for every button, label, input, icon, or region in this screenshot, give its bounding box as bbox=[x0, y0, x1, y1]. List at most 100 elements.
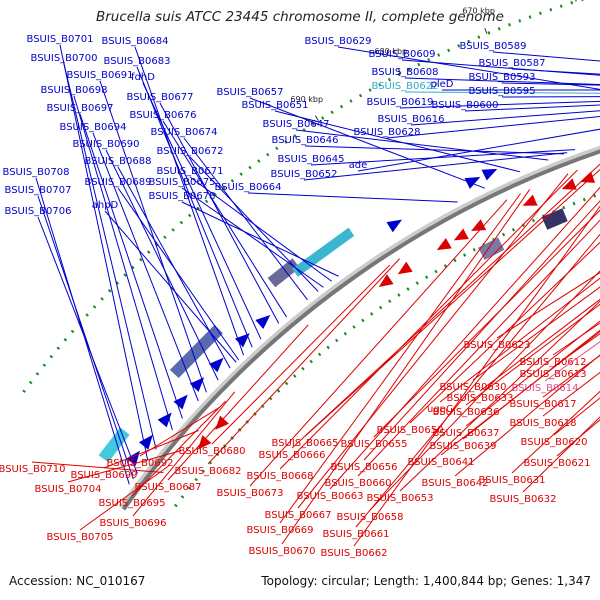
gene-label: BSUIS_B0701 bbox=[27, 34, 94, 45]
gene-connector bbox=[297, 173, 569, 509]
reverse-gene-arrow bbox=[215, 415, 229, 430]
gene-label: BSUIS_B0656 bbox=[331, 462, 398, 473]
gene-label: BSUIS_B0663 bbox=[297, 491, 364, 502]
forward-gene-arrow bbox=[126, 450, 140, 466]
gene-label: BSUIS_B0589 bbox=[460, 41, 527, 52]
gene-label: BSUIS_B0694 bbox=[60, 122, 127, 133]
feature-block bbox=[98, 427, 130, 463]
gene-label: BSUIS_B0623 bbox=[464, 340, 531, 351]
gene-label: BSUIS_B0664 bbox=[215, 182, 282, 193]
gene-label: BSUIS_B0619 bbox=[367, 97, 434, 108]
gene-connector bbox=[399, 100, 600, 109]
gene-label: ahpD bbox=[92, 200, 119, 211]
tick-label: 690 kbp bbox=[290, 95, 323, 104]
gene-connector bbox=[92, 132, 199, 402]
gene-label: BSUIS_B0676 bbox=[130, 110, 197, 121]
gene-label: BSUIS_B0699 bbox=[71, 470, 138, 481]
gene-label: BSUIS_B0645 bbox=[278, 154, 345, 165]
gene-label: BSUIS_B0674 bbox=[151, 127, 218, 138]
tick-mark bbox=[484, 28, 488, 34]
forward-gene-arrow bbox=[234, 333, 250, 348]
gene-connector bbox=[401, 59, 600, 76]
gene-label: BSUIS_B0662 bbox=[321, 548, 388, 559]
gene-label: BSUIS_B0710 bbox=[0, 464, 65, 475]
gene-label: BSUIS_B0593 bbox=[469, 72, 536, 83]
gene-label: BSUIS_B0673 bbox=[217, 488, 284, 499]
gene-connector bbox=[103, 430, 199, 469]
gene-label: BSUIS_B0617 bbox=[510, 399, 577, 410]
gene-connector bbox=[454, 354, 600, 477]
gene-connector bbox=[337, 46, 600, 90]
forward-gene-arrow bbox=[173, 394, 188, 410]
gene-connector bbox=[136, 66, 253, 348]
gene-connector bbox=[295, 129, 549, 161]
gene-label: BSUIS_B0670 bbox=[249, 546, 316, 557]
gene-connector bbox=[479, 298, 600, 392]
gene-label: BSUIS_B0650 bbox=[377, 425, 444, 436]
gene-label: BSUIS_B0630 bbox=[440, 382, 507, 393]
gene-connector bbox=[329, 186, 600, 490]
gene-connector bbox=[167, 324, 309, 481]
forward-gene-arrow bbox=[255, 314, 271, 330]
gene-connector bbox=[207, 258, 400, 465]
gene-label: BSUIS_B0658 bbox=[337, 512, 404, 523]
gene-connector bbox=[63, 63, 157, 450]
gene-connector bbox=[249, 97, 485, 189]
tick-mark bbox=[314, 115, 319, 121]
tick-label: 680 kbp bbox=[375, 47, 408, 56]
gene-label: BSUIS_B0672 bbox=[157, 146, 224, 157]
reverse-gene-arrow bbox=[579, 171, 596, 183]
reverse-gene-arrow bbox=[378, 274, 394, 287]
reverse-gene-arrow bbox=[471, 219, 487, 232]
gene-connector bbox=[496, 272, 600, 339]
gene-label: BSUIS_B0637 bbox=[433, 428, 500, 439]
gene-connector bbox=[357, 219, 600, 477]
gene-label: BSUIS_B0669 bbox=[247, 525, 314, 536]
feature-block bbox=[291, 227, 355, 277]
gene-connector bbox=[303, 152, 568, 181]
gene-label: BSUIS_B0636 bbox=[433, 407, 500, 418]
gene-label: BSUIS_B0668 bbox=[247, 471, 314, 482]
accession-label: Accession: NC_010167 bbox=[9, 574, 146, 588]
gene-connector bbox=[162, 120, 287, 318]
gene-connector bbox=[501, 96, 600, 98]
gene-label: BSUIS_B0697 bbox=[47, 103, 114, 114]
gene-connector bbox=[139, 406, 221, 457]
gene-connector bbox=[281, 189, 531, 545]
gene-connector bbox=[357, 128, 600, 172]
gene-label: BSUIS_B0620 bbox=[521, 437, 588, 448]
genome-title: Brucella suis ATCC 23445 chromosome II, … bbox=[96, 9, 504, 25]
gene-connector bbox=[31, 461, 164, 474]
reverse-gene-arrow bbox=[522, 194, 538, 206]
gene-connector bbox=[159, 102, 280, 324]
gene-connector bbox=[99, 80, 207, 393]
gene-connector bbox=[79, 113, 183, 419]
gene-connector bbox=[304, 163, 600, 437]
gene-connector bbox=[181, 201, 339, 277]
tick-mark bbox=[397, 68, 402, 74]
gene-label: BSUIS_B0612 bbox=[520, 357, 587, 368]
gene-label: BSUIS_B0690 bbox=[73, 139, 140, 150]
gene-connector bbox=[37, 216, 138, 474]
gene-label: BSUIS_B0639 bbox=[430, 441, 497, 452]
gene-label: BSUIS_B0692 bbox=[107, 458, 174, 469]
gene-label: BSUIS_B0608 bbox=[372, 67, 439, 78]
gene-label: BSUIS_B0689 bbox=[85, 177, 152, 188]
gene-label: BSUIS_B0632 bbox=[490, 494, 557, 505]
gene-connector bbox=[353, 205, 600, 547]
gene-connector bbox=[386, 115, 600, 139]
gene-connector bbox=[355, 233, 600, 528]
gene-label: BSUIS_B0661 bbox=[323, 529, 390, 540]
gene-connector bbox=[501, 82, 600, 86]
gene-connector bbox=[211, 264, 391, 445]
gene-connector bbox=[439, 277, 600, 403]
gene-connector bbox=[369, 270, 600, 511]
gene-connector bbox=[511, 390, 600, 474]
gene-label: BSUIS_B0683 bbox=[104, 56, 171, 67]
reverse-gene-arrow bbox=[197, 435, 212, 450]
gene-connector bbox=[132, 391, 236, 517]
gene-label: BSUIS_B0706 bbox=[5, 206, 72, 217]
feature-block bbox=[169, 324, 223, 379]
gene-connector bbox=[465, 320, 600, 427]
